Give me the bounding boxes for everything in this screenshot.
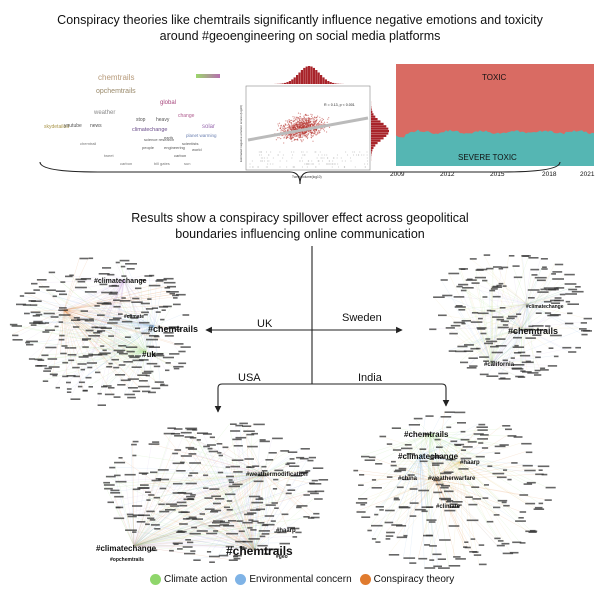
arrow-usa — [214, 383, 312, 413]
network-nodes — [353, 411, 556, 569]
legend-item-conspiracy-theory: Conspiracy theory — [359, 574, 455, 585]
wc-word: change — [178, 113, 195, 119]
usa-tag-opchemtrails: #opchemtrails — [110, 557, 144, 563]
legend-label: Climate action — [164, 574, 228, 585]
wc-word: planet warming — [186, 133, 217, 138]
headline-line-1: Conspiracy theories like chemtrails sign… — [57, 13, 543, 27]
legend-item-environmental-concern: Environmental concern — [235, 574, 352, 585]
sweden-tag-climatechange: #climatechange — [526, 304, 564, 310]
wc-word: skydetailed — [44, 124, 70, 130]
toxicity-area-chart: TOXIC SEVERE TOXIC 2009 2012 2015 2018 2… — [390, 64, 594, 178]
wc-word: carbon — [120, 161, 133, 166]
wc-word: people — [142, 145, 155, 150]
headline-line-2: around #geoengineering on social media p… — [159, 29, 441, 43]
network-edges — [429, 254, 584, 379]
usa-tag-weathermodification: #weathermodification — [246, 472, 308, 478]
network-india — [353, 411, 556, 569]
wc-word: opchemtrails — [96, 88, 136, 95]
legend-label: Conspiracy theory — [373, 574, 455, 585]
uk-tag-uk: #uk — [142, 350, 156, 359]
toxic-label: TOXIC — [482, 73, 507, 82]
india-tag-chemtrails: #chemtrails — [404, 430, 449, 439]
network-nodes — [429, 254, 592, 380]
results-line-2: boundaries influencing online communicat… — [175, 227, 425, 241]
legend-dot — [359, 574, 371, 585]
wc-word: science research — [144, 137, 175, 142]
wc-word: engineering — [164, 145, 185, 150]
network-nodes — [9, 257, 191, 406]
scatter-xlabel: Tweet volume(log10) — [292, 175, 322, 179]
wc-word: scientists — [182, 141, 199, 146]
usa-tag-haarp: #haarp — [276, 528, 296, 534]
regression-line — [247, 116, 369, 142]
year-axis: 2009 2012 2015 2018 2021 — [390, 171, 595, 181]
sweden-tag-california: #california — [484, 362, 515, 368]
wc-word: sun — [184, 161, 191, 166]
label-usa: USA — [238, 372, 261, 384]
network-edges — [353, 411, 546, 568]
uk-tag-climatechange: #climatechange — [94, 278, 147, 285]
wc-word: earth — [164, 135, 174, 140]
scatter-ylabel: Estimated negative emotion scores (log10… — [239, 105, 243, 162]
legend: Climate action Environmental concern Con… — [150, 574, 470, 585]
word-cloud-panel: chemtrails opchemtrails global weather c… — [44, 62, 226, 180]
usa-tag-geo: #geo — [276, 554, 288, 560]
wc-word: youtube — [64, 123, 82, 129]
label-india: India — [358, 372, 382, 384]
sweden-tag-chemtrails: #chemtrails — [508, 326, 559, 336]
network-sweden — [429, 254, 592, 380]
headline: Conspiracy theories like chemtrails sign… — [40, 12, 560, 44]
scatter-stat: R = 0.13, p < 0.001 — [324, 103, 355, 107]
severe-toxic-label: SEVERE TOXIC — [458, 153, 517, 162]
results-text: Results show a conspiracy spillover effe… — [90, 210, 510, 242]
uk-tag-chemtrails: #chemtrails — [148, 324, 199, 334]
india-tag-weatherwarfare: #weatherwarfare — [428, 476, 476, 482]
year-tick: 2009 — [390, 171, 405, 178]
label-uk: UK — [257, 318, 273, 330]
histogram-top — [274, 66, 344, 84]
wc-legend-swatch — [196, 74, 220, 78]
arrow-india — [312, 383, 450, 407]
results-line-1: Results show a conspiracy spillover effe… — [131, 211, 469, 225]
year-tick: 2021 — [580, 171, 595, 178]
legend-dot — [235, 574, 247, 585]
usa-tag-climatechange: #climatechange — [96, 544, 157, 553]
wc-word: tweet — [104, 153, 114, 158]
wc-word: chemtrail — [80, 141, 97, 146]
wc-word: world — [192, 147, 202, 152]
wc-word: solar — [202, 124, 216, 130]
label-sweden: Sweden — [342, 312, 382, 324]
year-tick: 2015 — [490, 171, 505, 178]
wc-word: global — [160, 100, 177, 106]
toxicity-area: TOXIC SEVERE TOXIC — [396, 64, 594, 166]
uk-tag-climate: #climate — [124, 314, 145, 320]
year-tick: 2018 — [542, 171, 557, 178]
wc-word: climatechange — [132, 127, 168, 133]
india-tag-climate: #climate — [436, 504, 461, 510]
india-tag-climatechange: #climatechange — [398, 452, 459, 461]
wc-word: bill gates — [154, 161, 170, 166]
network-uk — [9, 257, 191, 406]
usa-tag-chemtrails: #chemtrails — [226, 544, 293, 558]
legend-item-climate-action: Climate action — [150, 574, 227, 585]
year-tick: 2012 — [440, 171, 455, 178]
histogram-right — [371, 101, 389, 161]
severe-toxic-area — [396, 129, 594, 166]
wc-word: heavy — [156, 117, 170, 123]
wc-word: chemtrails — [98, 73, 135, 82]
network-usa — [103, 422, 329, 563]
scatter-plot: R = 0.13, p < 0.001 Tweet volume(log10) … — [239, 66, 389, 179]
wc-word: carbon — [174, 153, 187, 158]
grouping-brace — [39, 161, 561, 185]
network-nodes — [103, 422, 329, 563]
wc-word: weather — [94, 110, 116, 116]
network-edges — [103, 422, 319, 562]
legend-label: Environmental concern — [249, 574, 352, 585]
legend-dot — [150, 574, 161, 585]
wc-word: stop — [136, 117, 146, 123]
india-tag-haarp: #haarp — [460, 460, 480, 466]
wc-word: news — [90, 123, 102, 129]
india-tag-china: #china — [398, 476, 418, 482]
